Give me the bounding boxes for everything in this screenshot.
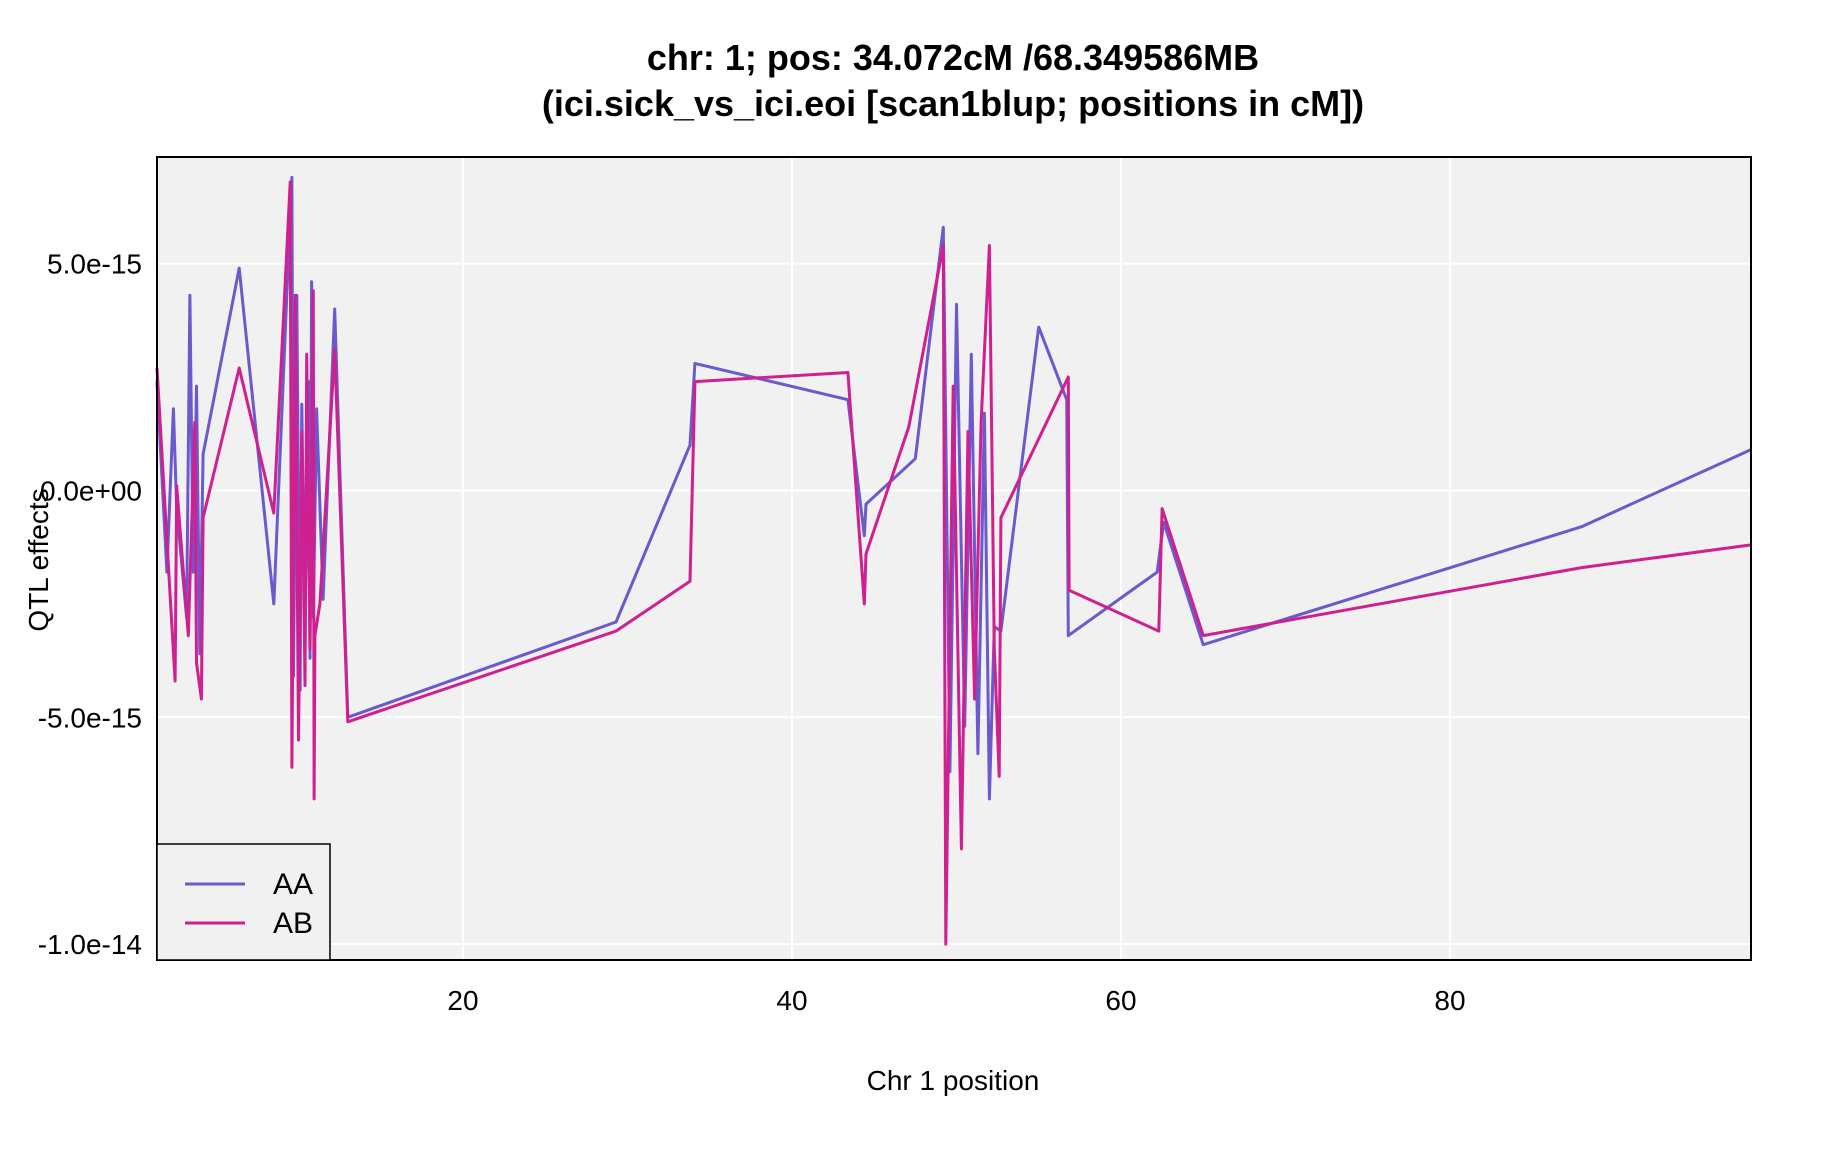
chart-subtitle: (ici.sick_vs_ici.eoi [scan1blup; positio… — [542, 83, 1364, 124]
y-tick-labels: -1.0e-14 -5.0e-15 0.0e+00 5.0e-15 — [38, 249, 142, 961]
x-tick-label: 20 — [447, 985, 478, 1016]
y-tick-label: 0.0e+00 — [40, 475, 142, 506]
x-tick-label: 60 — [1105, 985, 1136, 1016]
y-tick-label: -5.0e-15 — [38, 702, 142, 733]
legend-label-ab: AB — [273, 907, 313, 940]
y-axis-label: QTL effects — [23, 488, 54, 631]
y-tick-label: 5.0e-15 — [47, 249, 142, 280]
series-group — [155, 175, 1752, 946]
plot-frame — [156, 156, 1752, 961]
chart-title: chr: 1; pos: 34.072cM /68.349586MB — [647, 37, 1259, 78]
x-axis-label: Chr 1 position — [867, 1065, 1040, 1096]
grid — [157, 157, 1751, 960]
legend-label-aa: AA — [273, 868, 313, 901]
x-tick-label: 80 — [1434, 985, 1465, 1016]
y-tick-label: -1.0e-14 — [38, 929, 142, 960]
x-tick-labels: 20 40 60 80 — [447, 985, 1465, 1016]
legend-box — [156, 843, 331, 961]
legend: AA AB — [156, 843, 331, 961]
series-line-ab — [155, 180, 1752, 946]
x-tick-label: 40 — [776, 985, 807, 1016]
